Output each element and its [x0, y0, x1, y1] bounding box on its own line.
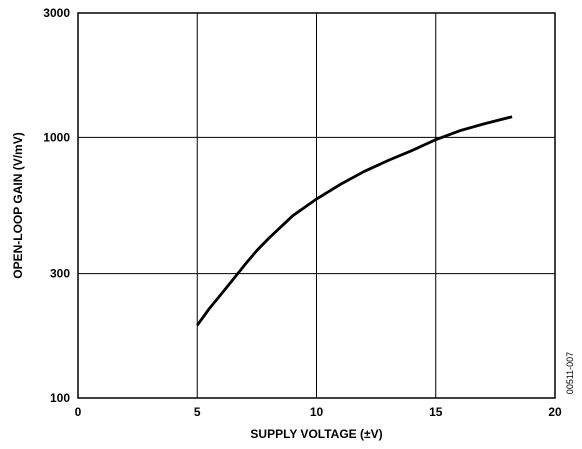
figure-id: 00511-007: [565, 352, 575, 394]
x-tick-labels: 0 5 10 15 20: [75, 405, 562, 419]
x-tick-label: 5: [194, 405, 201, 419]
series-line-0: [196, 115, 513, 327]
x-tick-label: 20: [548, 405, 562, 419]
y-tick-label: 100: [50, 391, 70, 405]
y-tick-label: 300: [50, 267, 70, 281]
y-tick-label: 3000: [43, 6, 70, 20]
y-axis-title: OPEN-LOOP GAIN (V/mV): [11, 132, 25, 278]
y-tick-labels: 100 300 1000 3000: [43, 6, 70, 405]
y-tick-label: 1000: [43, 130, 70, 144]
x-axis-title: SUPPLY VOLTAGE (±V): [250, 427, 382, 441]
x-tick-label: 15: [429, 405, 443, 419]
plot-frame: [77, 12, 556, 399]
x-tick-label: 0: [75, 405, 82, 419]
grid-lines: [78, 13, 555, 398]
x-tick-label: 10: [310, 405, 324, 419]
series-group: [196, 115, 513, 327]
